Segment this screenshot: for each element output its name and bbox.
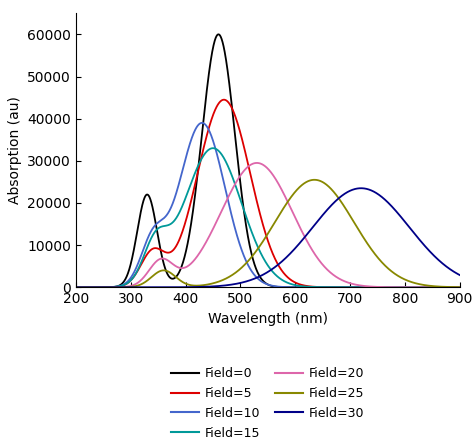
Field=15	[446, 285, 452, 290]
Field=0	[375, 285, 381, 290]
Field=30	[73, 285, 79, 290]
Field=30	[446, 266, 451, 271]
Legend: Field=0, Field=5, Field=10, Field=15, Field=20, Field=25, Field=30: Field=0, Field=5, Field=10, Field=15, Fi…	[166, 362, 370, 442]
Field=15	[260, 254, 265, 259]
Field=15	[250, 232, 255, 237]
Field=5	[375, 285, 381, 290]
Line: Field=5: Field=5	[76, 100, 460, 287]
Field=15	[446, 285, 451, 290]
Field=10	[73, 285, 79, 290]
Field=25	[92, 285, 98, 290]
Field=25	[375, 255, 381, 261]
Field=5	[92, 285, 98, 290]
Field=25	[73, 285, 79, 290]
Line: Field=20: Field=20	[76, 163, 460, 287]
Field=0	[457, 285, 463, 290]
Field=25	[249, 253, 255, 259]
Field=5	[250, 181, 255, 186]
Line: Field=30: Field=30	[76, 188, 460, 287]
Line: Field=15: Field=15	[76, 148, 460, 287]
Field=20	[457, 285, 463, 290]
Field=30	[260, 272, 265, 278]
Field=15	[210, 145, 216, 151]
Field=15	[73, 285, 79, 290]
Y-axis label: Absorption (au): Absorption (au)	[8, 96, 21, 204]
Field=0	[73, 285, 79, 290]
Field=30	[446, 266, 452, 271]
Field=10	[446, 285, 451, 290]
Field=30	[358, 186, 364, 191]
Field=15	[92, 285, 98, 290]
Field=30	[375, 192, 381, 197]
Field=25	[260, 239, 265, 244]
Field=5	[260, 221, 265, 227]
Field=5	[457, 285, 463, 290]
Field=5	[446, 285, 452, 290]
Field=0	[216, 32, 221, 37]
Field=20	[92, 285, 98, 290]
Field=20	[446, 285, 451, 290]
Field=10	[446, 285, 452, 290]
Field=25	[457, 285, 463, 290]
Field=10	[375, 285, 381, 290]
Field=20	[254, 160, 260, 166]
X-axis label: Wavelength (nm): Wavelength (nm)	[208, 312, 328, 326]
Field=25	[446, 284, 452, 290]
Field=20	[446, 285, 452, 290]
Field=15	[457, 285, 463, 290]
Field=20	[73, 285, 79, 290]
Field=5	[73, 285, 79, 290]
Field=15	[375, 285, 381, 290]
Line: Field=0: Field=0	[76, 34, 460, 287]
Field=0	[260, 278, 265, 283]
Field=25	[311, 177, 317, 183]
Field=20	[260, 162, 265, 167]
Field=10	[92, 285, 98, 290]
Field=0	[446, 285, 452, 290]
Field=5	[446, 285, 451, 290]
Line: Field=10: Field=10	[76, 123, 460, 287]
Field=30	[457, 272, 463, 278]
Field=0	[250, 255, 255, 260]
Field=0	[92, 285, 98, 290]
Field=25	[446, 284, 451, 290]
Field=10	[457, 285, 463, 290]
Field=30	[249, 277, 255, 282]
Field=30	[92, 285, 98, 290]
Field=20	[249, 161, 255, 167]
Field=20	[375, 284, 381, 290]
Field=5	[221, 97, 227, 103]
Field=0	[446, 285, 451, 290]
Line: Field=25: Field=25	[76, 180, 460, 287]
Field=10	[250, 270, 255, 275]
Field=10	[260, 279, 265, 285]
Field=10	[199, 120, 205, 126]
